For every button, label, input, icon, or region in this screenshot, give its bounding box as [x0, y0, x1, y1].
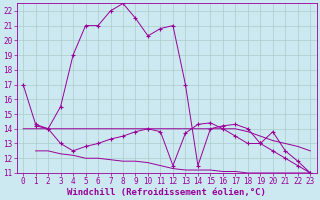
X-axis label: Windchill (Refroidissement éolien,°C): Windchill (Refroidissement éolien,°C): [67, 188, 266, 197]
